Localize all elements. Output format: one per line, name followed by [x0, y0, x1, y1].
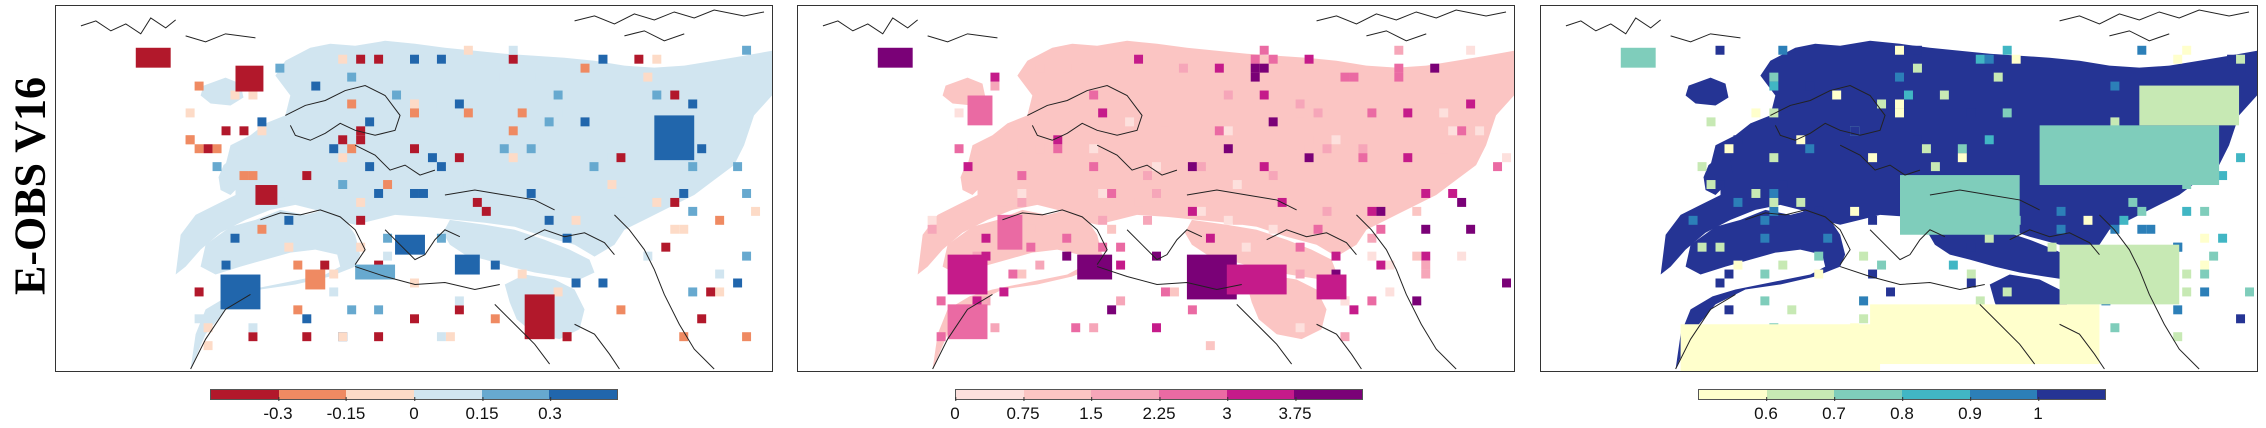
colorbar-tick-label: 0 — [950, 397, 960, 424]
colorbar-tick-label: 1 — [2033, 397, 2043, 424]
colorbar-segment — [1226, 390, 1295, 399]
colorbar-segment — [346, 390, 415, 399]
colorbar-segment — [1902, 390, 1970, 399]
colorbar-tick-label: 0 — [409, 397, 419, 424]
land-area — [917, 40, 1514, 370]
map-2-svg — [822, 9, 1514, 370]
colorbar-tick-label: 0.15 — [465, 397, 499, 424]
colorbar-segment — [414, 390, 482, 399]
colorbar-tick-label: 0.9 — [1958, 397, 1982, 424]
row-title-text: E-OBS V16 — [5, 76, 55, 296]
colorbar-segment — [211, 390, 279, 399]
coastline — [80, 9, 765, 370]
map-1-svg — [80, 9, 772, 370]
colorbar-tick-label: 3.75 — [1278, 397, 1312, 424]
colorbar-2-ticks: 0 0.75 1.5 2.25 3 3.75 — [950, 397, 1363, 426]
colorbar-tick-label: 0.75 — [1006, 397, 1040, 424]
map-panel-1 — [55, 5, 773, 372]
row-title: E-OBS V16 — [0, 0, 60, 372]
colorbar-segment — [1699, 390, 1767, 399]
colorbar-segment — [1294, 390, 1363, 399]
map-3-svg — [1565, 9, 2257, 371]
land-area — [175, 40, 772, 370]
colorbar-segment — [1091, 390, 1160, 399]
colorbar-segment — [1023, 390, 1092, 399]
colorbar-segment — [278, 390, 347, 399]
colorbar-3-ticks: 0.6 0.7 0.8 0.9 1 — [1698, 397, 2106, 426]
colorbar-tick-label: 0.8 — [1890, 397, 1914, 424]
colorbar-tick-label: 0.3 — [538, 397, 562, 424]
map-panel-3 — [1540, 5, 2258, 372]
colorbar-segment — [481, 390, 550, 399]
colorbar-segment — [2037, 390, 2106, 399]
colorbar-tick-label: 0.7 — [1822, 397, 1846, 424]
colorbar-segment — [1834, 390, 1903, 399]
colorbar-tick-label: 1.5 — [1079, 397, 1103, 424]
coastline — [822, 9, 1507, 370]
colorbar-1-ticks: -0.3 -0.15 0 0.15 0.3 — [210, 397, 618, 426]
map-panel-2 — [797, 5, 1515, 372]
hotspots — [877, 45, 1512, 351]
hotspots — [1620, 45, 2255, 371]
colorbar-segment — [956, 390, 1024, 399]
colorbar-segment — [549, 390, 618, 399]
colorbar-segment — [1969, 390, 2038, 399]
colorbar-segment — [1766, 390, 1835, 399]
hotspots — [135, 45, 761, 351]
colorbar-tick-label: 2.25 — [1142, 397, 1176, 424]
colorbar-tick-label: -0.15 — [327, 397, 365, 424]
colorbar-tick-label: -0.3 — [263, 397, 293, 424]
colorbar-segment — [1159, 390, 1227, 399]
coastline — [1565, 9, 2250, 370]
colorbar-tick-label: 0.6 — [1754, 397, 1778, 424]
colorbar-tick-label: 3 — [1222, 397, 1232, 424]
